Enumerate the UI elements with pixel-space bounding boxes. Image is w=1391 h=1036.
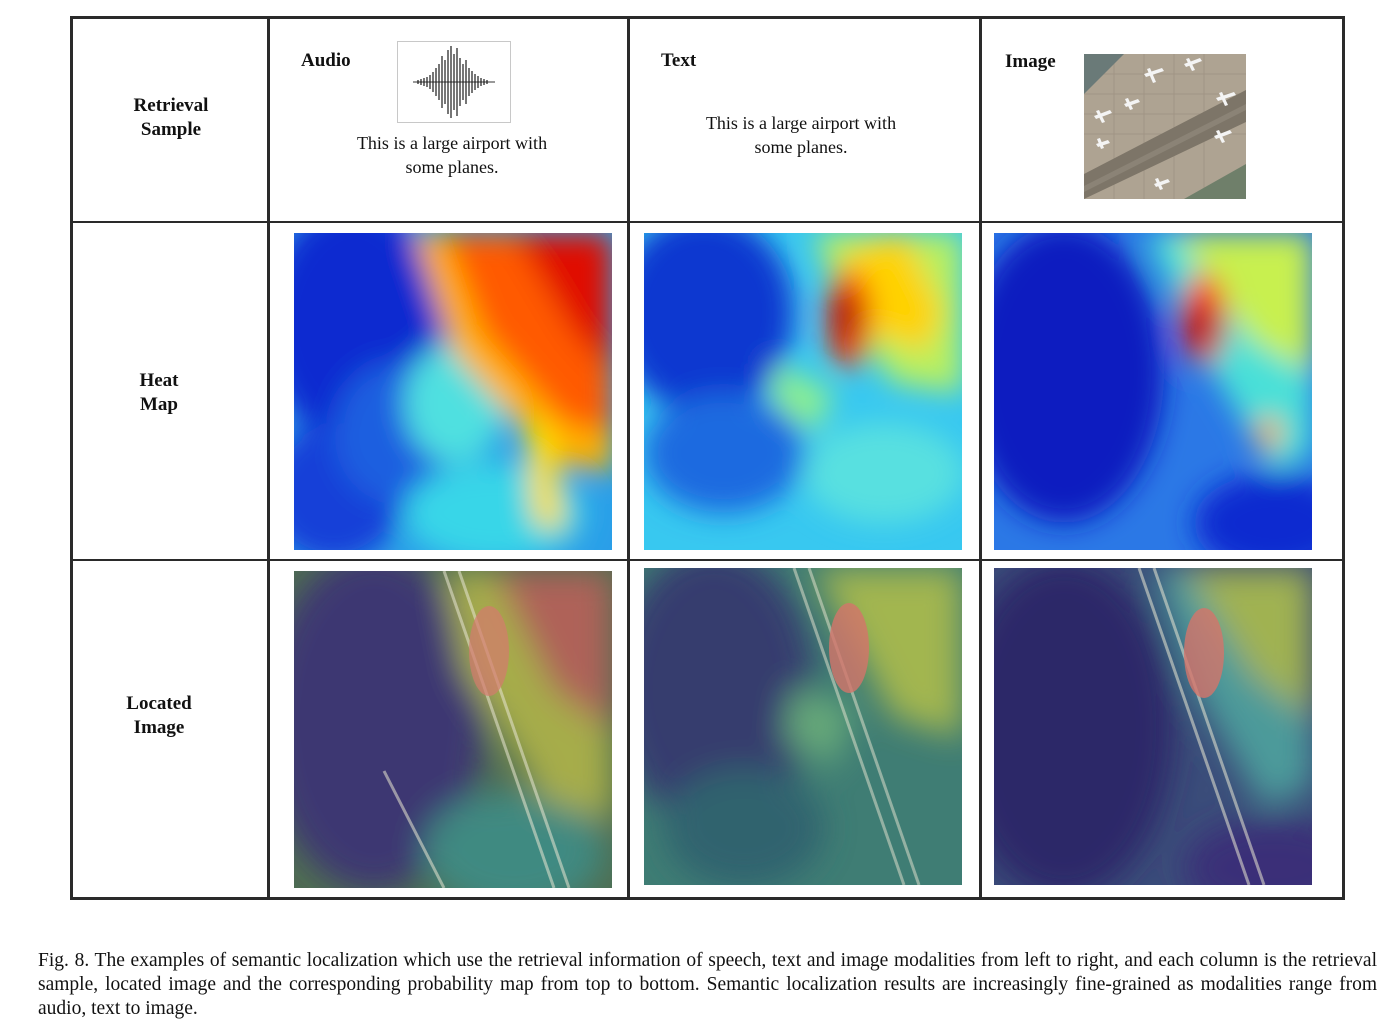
located-image-audio <box>294 571 612 888</box>
row-label-line: Retrieval <box>133 95 209 116</box>
table-divider-row2 <box>70 559 1345 561</box>
row-label-retrieval-sample: Retrieval Sample <box>73 94 269 142</box>
table-border-right <box>1342 16 1345 900</box>
row-label-line: Image <box>133 717 185 738</box>
heat-map-text <box>644 233 962 550</box>
row-label-line: Located <box>126 693 192 714</box>
table-divider-col3 <box>979 16 982 900</box>
row-label-located-image: Located Image <box>61 692 257 740</box>
table-border-bottom <box>70 897 1345 900</box>
column-header-text: Text <box>661 50 697 71</box>
located-image-text <box>644 568 962 885</box>
audio-sample-caption: This is a large airport with some planes… <box>302 131 602 179</box>
table-border-left <box>70 16 73 900</box>
table-divider-col2 <box>627 16 630 900</box>
figure-caption: Fig. 8. The examples of semantic localiz… <box>38 950 1377 1019</box>
table-divider-row1 <box>70 221 1345 223</box>
figure-table: Retrieval Sample Heat Map Located Image … <box>70 16 1345 900</box>
row-label-heat-map: Heat Map <box>61 369 257 417</box>
caption-line: This is a large airport with <box>705 113 897 133</box>
caption-line: some planes. <box>405 157 499 177</box>
airport-query-image <box>1084 54 1246 199</box>
column-header-audio: Audio <box>301 50 351 71</box>
caption-line: some planes. <box>754 137 848 157</box>
heat-map-image <box>994 233 1312 550</box>
text-sample-caption: This is a large airport with some planes… <box>651 111 951 159</box>
row-label-line: Map <box>140 394 178 415</box>
audio-waveform-image <box>397 41 511 123</box>
column-header-image: Image <box>1005 51 1056 72</box>
table-divider-col1 <box>267 16 270 900</box>
table-border-top <box>70 16 1345 19</box>
row-label-line: Sample <box>140 119 202 140</box>
caption-line: This is a large airport with <box>356 133 548 153</box>
heat-map-audio <box>294 233 612 550</box>
row-label-line: Heat <box>139 370 179 391</box>
located-image-image <box>994 568 1312 885</box>
